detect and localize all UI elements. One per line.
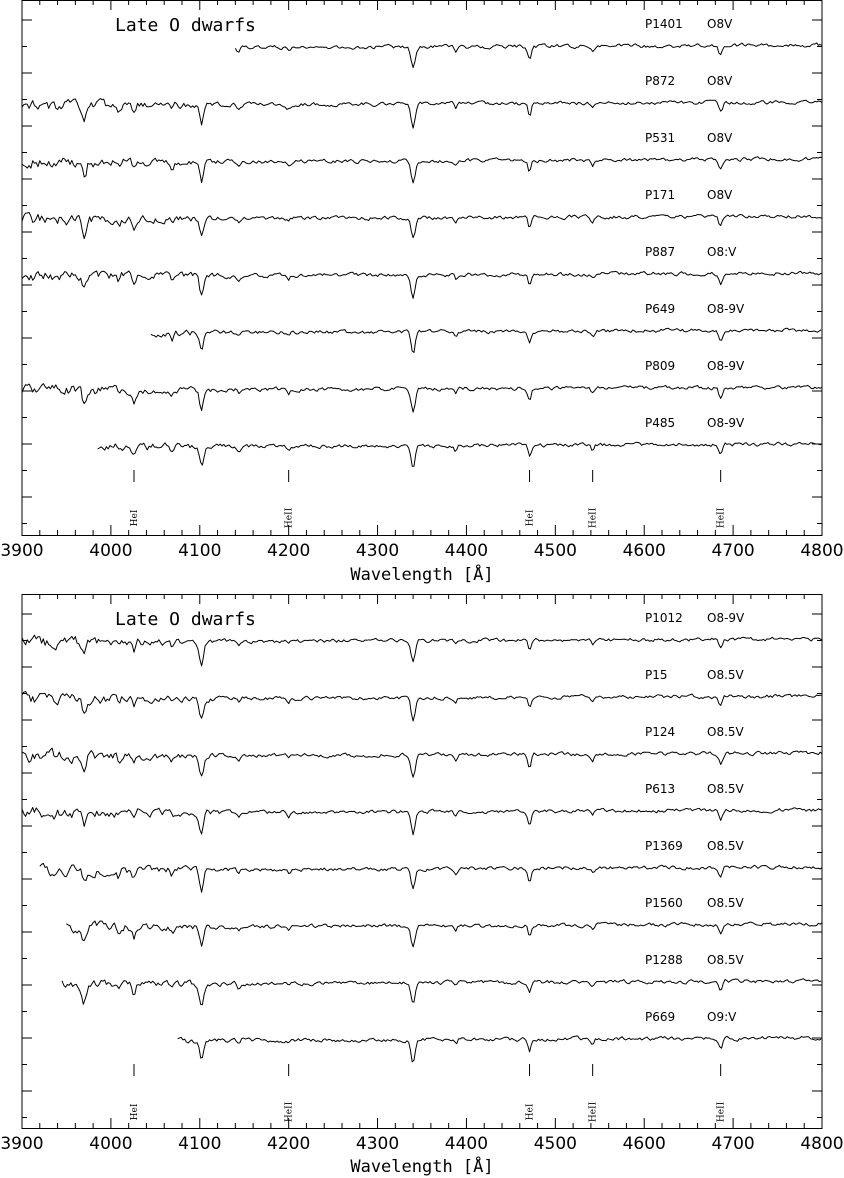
spectrum-p887 [21,270,823,299]
line-marker-label: HeII [285,1101,295,1122]
line-marker-label: HeI [526,1103,536,1120]
star-id-label: P1560 [645,896,683,910]
spectral-type-label: O8V [707,74,733,88]
x-tick-label: 4400 [445,1134,488,1154]
spectrum-p1401 [234,42,823,69]
star-id-label: P124 [645,725,675,739]
star-id-label: P613 [645,782,675,796]
star-id-label: P15 [645,668,668,682]
spectrum-p1369 [39,862,823,893]
spectral-type-label: O8V [707,131,733,145]
star-id-label: P887 [645,245,675,259]
bottom-spectra-panel: 3900 4000 4100 4200 4300 4400 4500 4600 4700 4800… [0,594,844,1177]
spectrum-p669 [177,1035,822,1063]
star-id-label: P1369 [645,839,683,853]
spectrum-p613 [21,807,823,836]
x-tick-label: 4500 [534,1134,577,1154]
spectrum-p485 [97,441,822,467]
spectrum-p1012 [21,634,823,667]
x-tick-label: 4300 [356,541,399,561]
spectrum-p171 [21,212,823,240]
spectral-type-label: O8-9V [707,359,745,373]
spectral-type-label: O8.5V [707,896,745,910]
star-id-label: P1401 [645,17,683,31]
x-tick-label: 4000 [89,541,132,561]
line-marker-label: HeII [589,1101,599,1122]
line-marker-label: HeII [717,507,727,528]
x-tick-label: 4800 [800,1134,843,1154]
star-id-label: P1012 [645,611,683,625]
panel-title: Late O dwarfs [115,609,256,630]
star-id-label: P809 [645,359,675,373]
line-marker-label: HeI [130,509,140,526]
plot-frame [21,594,823,1129]
x-tick-label: 4700 [711,1134,754,1154]
x-tick-label: 3900 [0,541,43,561]
spectrum-p649 [150,327,822,353]
x-tick-label: 4500 [534,541,577,561]
top-spectra-panel: 3900 4000 4100 4200 4300 4400 4500 4600 4700 4800… [0,0,844,585]
line-marker-label: HeII [285,507,295,528]
x-tick-label: 4300 [356,1134,399,1154]
x-tick-label: 4200 [267,541,310,561]
spectral-type-label: O8V [707,188,733,202]
spectrum-p124 [21,747,823,778]
x-tick-label: 4600 [623,541,666,561]
line-marker-label: HeI [526,509,536,526]
x-tick-label: 4000 [89,1134,132,1154]
x-tick-label: 4800 [800,541,843,561]
spectral-type-label: O8V [707,17,733,31]
star-id-label: P872 [645,74,675,88]
spectral-type-label: O8.5V [707,668,745,682]
x-tick-label: 4400 [445,541,488,561]
spectral-type-label: O8.5V [707,725,745,739]
line-marker-label: HeI [130,1103,140,1120]
plot-frame [21,0,823,536]
panel-title: Late O dwarfs [115,15,256,36]
spectral-type-label: O9:V [707,1010,737,1024]
x-axis-title: Wavelength [Å] [350,1155,493,1177]
spectrum-p809 [21,383,823,413]
line-marker-label: HeII [717,1101,727,1122]
x-axis-title: Wavelength [Å] [350,563,493,585]
star-id-label: P1288 [645,953,683,967]
spectral-type-label: O8-9V [707,302,745,316]
line-marker-label: HeII [589,507,599,528]
spectrum-p872 [21,98,823,129]
x-tick-label: 3900 [0,1134,43,1154]
spectral-type-label: O8.5V [707,953,745,967]
x-tick-label: 4100 [178,541,221,561]
spectrum-p531 [21,156,823,184]
spectral-type-label: O8:V [707,245,737,259]
star-id-label: P531 [645,131,675,145]
star-id-label: P649 [645,302,675,316]
spectral-type-label: O8-9V [707,416,745,430]
x-tick-label: 4100 [178,1134,221,1154]
spectrum-p1560 [66,920,823,948]
star-id-label: P485 [645,416,675,430]
x-tick-label: 4600 [623,1134,666,1154]
spectral-type-label: O8.5V [707,782,745,796]
star-id-label: P171 [645,188,675,202]
spectrum-p1288 [61,978,822,1006]
star-id-label: P669 [645,1010,675,1024]
x-tick-label: 4200 [267,1134,310,1154]
x-tick-label: 4700 [711,541,754,561]
spectral-type-label: O8-9V [707,611,745,625]
spectrum-p15 [21,690,823,722]
spectral-type-label: O8.5V [707,839,745,853]
